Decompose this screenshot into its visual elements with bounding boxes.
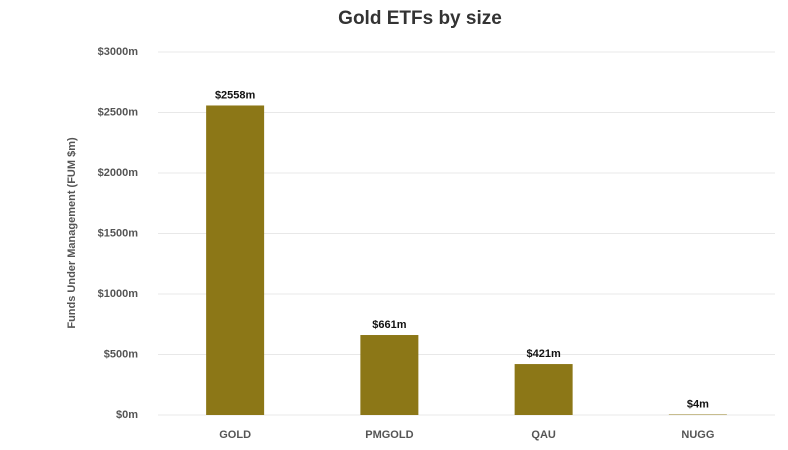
bar (360, 335, 419, 415)
value-label: $661m (372, 319, 406, 331)
x-tick-label: NUGG (681, 429, 714, 441)
x-tick-label: QAU (531, 429, 556, 441)
y-tick-label: $1000m (98, 288, 139, 300)
y-tick-label: $500m (104, 348, 138, 360)
y-tick-label: $2000m (98, 167, 139, 179)
chart-title: Gold ETFs by size (338, 8, 502, 29)
value-label: $421m (526, 348, 560, 360)
x-tick-label: PMGOLD (365, 429, 413, 441)
y-axis-label: Funds Under Management (FUM $m) (66, 137, 78, 329)
y-tick-label: $2500m (98, 106, 139, 118)
y-tick-label: $0m (116, 409, 138, 421)
value-label: $2558m (215, 89, 256, 101)
bar (514, 364, 573, 415)
bar (206, 105, 265, 416)
y-tick-label: $1500m (98, 227, 139, 239)
y-tick-label: $3000m (98, 46, 139, 58)
x-tick-label: GOLD (219, 429, 251, 441)
value-label: $4m (687, 398, 709, 410)
